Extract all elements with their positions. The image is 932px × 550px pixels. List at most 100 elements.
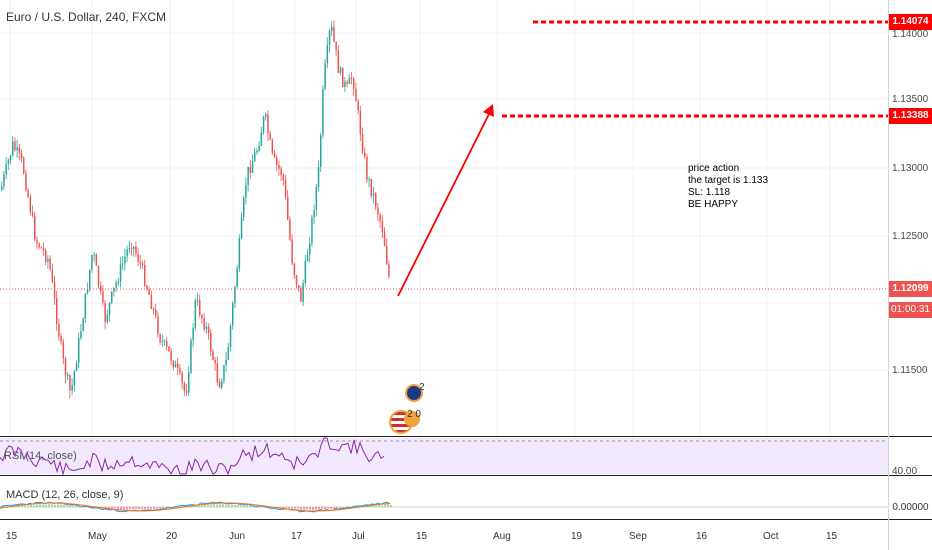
rsi-level-label: 40.00	[892, 466, 918, 477]
time-tick: 20	[166, 531, 178, 542]
price-tick: 1.12500	[892, 231, 929, 242]
candle-body	[185, 391, 188, 393]
candle-body	[177, 363, 179, 369]
candle-body	[192, 327, 194, 340]
candle-body	[14, 141, 16, 151]
price-tick: 1.14000	[892, 29, 929, 40]
macd-histogram-bar	[21, 505, 23, 507]
candle-body	[335, 41, 337, 51]
candle-body	[350, 77, 353, 79]
macd-histogram-bar	[240, 505, 242, 507]
candle-body	[174, 363, 177, 368]
candle-body	[117, 281, 120, 283]
candle-body	[324, 63, 326, 89]
macd-histogram-bar	[321, 507, 323, 509]
candle-body	[205, 326, 208, 330]
candle-body	[194, 300, 197, 328]
candle-body	[214, 359, 216, 364]
macd-histogram-bar	[330, 507, 332, 510]
macd-histogram-bar	[384, 504, 386, 507]
top-target-price-tag: 1.14074	[889, 14, 932, 30]
candle-body	[141, 263, 144, 266]
macd-histogram-bar	[192, 505, 194, 507]
macd-histogram-bar	[339, 507, 341, 509]
candle-body	[212, 351, 214, 360]
macd-histogram-bar	[216, 504, 218, 507]
candle-body	[196, 300, 199, 302]
rsi-chart[interactable]	[0, 436, 888, 476]
candle-body	[126, 249, 128, 257]
candle-body	[375, 193, 377, 208]
candle-body	[291, 239, 293, 264]
macd-histogram-bar	[132, 507, 134, 510]
candle-body	[5, 163, 7, 175]
macd-histogram-bar	[258, 506, 260, 508]
candle-body	[80, 330, 82, 339]
macd-histogram-bar	[114, 507, 116, 509]
candle-body	[124, 256, 126, 264]
candle-body	[108, 302, 111, 315]
candle-body	[27, 190, 29, 197]
macd-histogram-bar	[108, 507, 110, 509]
macd-chart[interactable]	[0, 476, 888, 518]
candle-body	[155, 309, 157, 317]
price-chart[interactable]	[0, 0, 888, 438]
macd-histogram-bar	[150, 507, 152, 509]
candle-body	[311, 217, 313, 244]
candle-body	[75, 362, 78, 372]
macd-histogram-bar	[288, 507, 290, 509]
macd-histogram-bar	[81, 506, 83, 508]
candle-body	[361, 134, 364, 153]
candle-body	[342, 67, 344, 87]
macd-histogram-bar	[372, 505, 374, 507]
candle-body	[355, 88, 357, 102]
macd-histogram-bar	[33, 505, 35, 507]
candle-body	[71, 385, 73, 391]
macd-histogram-bar	[315, 507, 317, 510]
candle-body	[322, 88, 324, 136]
candle-body	[381, 221, 384, 233]
macd-histogram-bar	[45, 505, 47, 507]
event-icon[interactable]	[405, 384, 423, 402]
rsi-band	[0, 438, 888, 474]
candle-body	[113, 287, 115, 292]
pane-divider	[0, 475, 932, 476]
candle-body	[62, 341, 65, 359]
macd-histogram-bar	[378, 504, 380, 507]
candle-body	[372, 193, 375, 196]
candle-body	[78, 338, 80, 363]
candle-body	[3, 174, 5, 187]
candle-body	[232, 303, 234, 326]
candle-body	[258, 145, 260, 151]
macd-histogram-bar	[261, 506, 263, 507]
macd-histogram-bar	[333, 507, 335, 509]
time-tick: Sep	[629, 531, 647, 542]
macd-histogram-bar	[354, 506, 356, 508]
macd-histogram-bar	[390, 505, 392, 507]
candle-body	[31, 212, 34, 216]
candle-body	[115, 282, 117, 288]
event-icon[interactable]	[404, 411, 420, 427]
macd-histogram-bar	[6, 506, 8, 507]
candle-body	[278, 164, 280, 169]
candle-body	[106, 314, 109, 323]
note-line: BE HAPPY	[688, 199, 739, 210]
candle-body	[150, 294, 153, 309]
time-tick: 15	[416, 531, 428, 542]
candle-body	[42, 247, 45, 251]
macd-histogram-bar	[300, 507, 302, 510]
macd-histogram-bar	[357, 506, 359, 507]
candle-body	[82, 318, 84, 331]
pane-divider	[0, 519, 932, 520]
candle-body	[315, 186, 318, 211]
time-tick: 19	[571, 531, 583, 542]
macd-histogram-bar	[381, 505, 383, 507]
time-tick: 15	[6, 531, 18, 542]
candle-body	[152, 308, 155, 310]
candle-body	[170, 351, 172, 361]
candle-body	[370, 178, 373, 196]
macd-histogram-bar	[138, 507, 140, 510]
macd-histogram-bar	[195, 505, 197, 507]
macd-histogram-bar	[69, 505, 71, 507]
macd-histogram-bar	[213, 504, 215, 507]
